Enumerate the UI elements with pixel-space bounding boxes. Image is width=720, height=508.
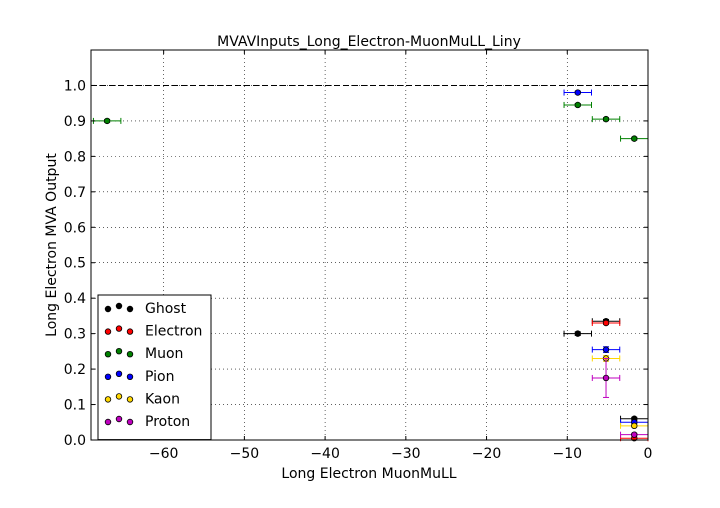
legend-entry-kaon: Kaon [104,391,180,407]
legend-label: Proton [145,414,190,430]
legend-label: Pion [145,369,174,385]
legend-entry-electron: Electron [104,324,202,340]
y-tick-label: 0.6 [64,220,86,236]
data-point-pion [591,346,621,353]
data-point-electron [591,319,621,327]
ticks: −60 −50 −40 −30 −20 −10 0 0.0 0.1 0.2 0.3 0.4 0.5 0.6… [64,50,653,462]
marker [631,135,638,142]
marker [631,431,638,438]
y-tick-label: 0.9 [64,114,86,130]
legend-marker [104,351,112,358]
data-point-muon [591,115,621,123]
legend-marker [104,418,112,426]
legend-marker [115,302,123,310]
legend-marker [126,305,134,313]
data-point-muon [563,101,592,109]
marker [631,422,638,430]
y-axis-label: Long Electron MVA Output [44,153,60,337]
x-tick-label: −30 [391,446,421,462]
legend-entry-ghost: Ghost [104,301,187,317]
legend-marker [115,393,123,400]
x-tick-label: −40 [310,446,340,462]
marker [602,319,610,327]
legend-marker [104,328,112,335]
y-tick-label: 1.0 [64,78,86,94]
legend-entry-pion: Pion [104,369,174,385]
legend-marker [115,370,123,377]
x-tick-label: −50 [230,446,260,462]
legend-entry-proton: Proton [104,414,190,430]
marker [602,374,610,382]
legend: Ghost Electron Muon Pion Kaon Proton [97,294,212,441]
x-tick-label: 0 [644,446,653,462]
legend-label: Muon [145,346,183,362]
data-point-proton [591,357,621,398]
legend-label: Kaon [145,391,180,407]
legend-label: Ghost [145,301,187,317]
x-tick-label: −20 [472,446,502,462]
legend-label: Electron [145,324,202,340]
y-tick-label: 0.1 [64,398,86,414]
legend-marker [104,305,112,313]
y-tick-label: 0.5 [64,256,86,272]
marker [574,101,581,109]
marker [602,115,610,123]
marker [574,89,581,96]
legend-marker [115,325,123,332]
marker [602,346,610,353]
y-tick-label: 0.4 [64,291,86,307]
plot-frame [90,49,649,441]
legend-marker [126,418,134,426]
marker [103,117,111,125]
data-point-proton [620,431,649,438]
y-tick-label: 0.7 [64,185,86,201]
legend-marker [115,348,123,355]
marker [574,330,581,337]
data-point-muon [92,117,122,125]
legend-marker [126,328,134,335]
y-tick-label: 0.8 [64,149,86,165]
legend-marker [104,373,112,380]
data-point-ghost [563,330,592,337]
legend-marker [104,396,112,403]
y-tick-label: 0.2 [64,362,86,378]
legend-box [97,294,212,441]
data-point-kaon [620,422,649,430]
y-tick-label: 0.0 [64,433,86,449]
legend-marker [126,373,134,380]
y-tick-label: 0.3 [64,327,86,343]
legend-marker [126,351,134,358]
x-tick-label: −10 [553,446,583,462]
data-layer [92,89,649,442]
data-point-pion [563,89,592,96]
legend-marker [115,415,123,423]
chart-title: MVAVInputs_Long_Electron-MuonMuLL_Liny [217,34,521,50]
legend-marker [126,396,134,403]
legend-entry-muon: Muon [104,346,183,362]
x-axis-label: Long Electron MuonMuLL [281,466,456,482]
data-point-muon [620,135,649,142]
x-tick-label: −60 [149,446,179,462]
